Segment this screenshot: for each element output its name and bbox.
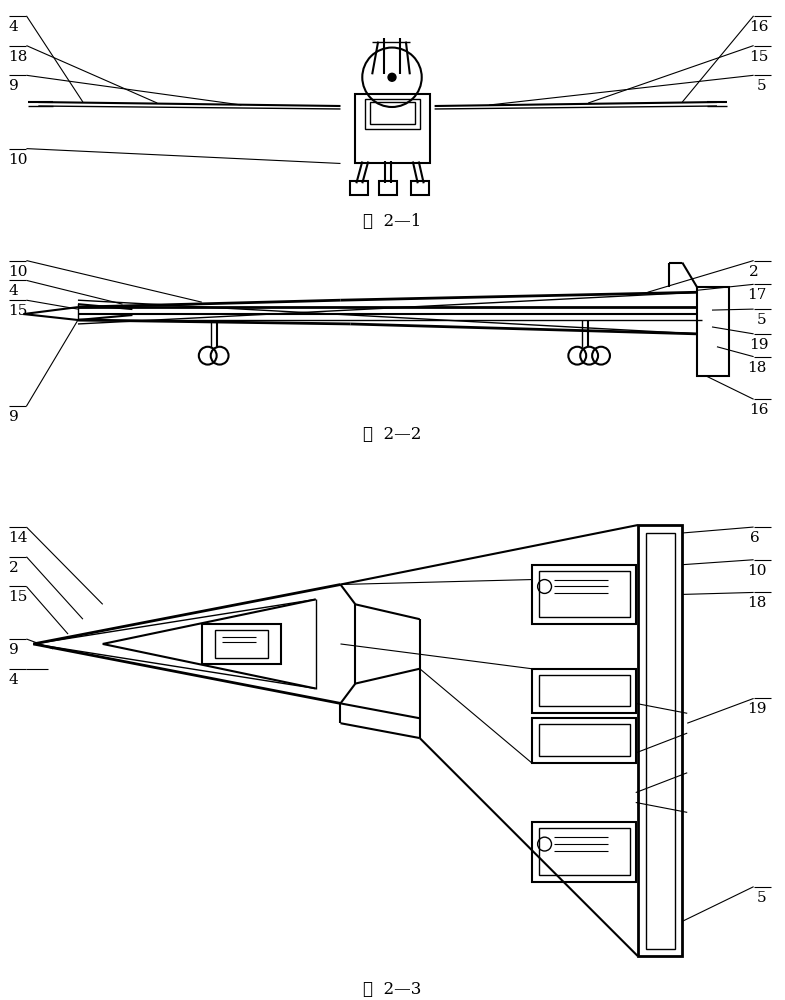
Text: 16: 16 <box>749 20 769 34</box>
Text: 9: 9 <box>9 79 18 93</box>
Text: 19: 19 <box>747 702 766 716</box>
Bar <box>531 822 636 882</box>
Text: 18: 18 <box>9 50 28 64</box>
Text: 15: 15 <box>9 304 28 318</box>
Bar <box>531 565 636 624</box>
Bar <box>539 675 630 706</box>
Text: 19: 19 <box>749 338 769 352</box>
Text: 16: 16 <box>749 403 769 417</box>
Text: 9: 9 <box>9 410 18 424</box>
Text: 18: 18 <box>747 596 766 610</box>
Text: 图  2—1: 图 2—1 <box>363 213 422 230</box>
Bar <box>214 630 268 658</box>
Text: 5: 5 <box>757 313 766 327</box>
Bar <box>356 94 429 163</box>
Bar <box>645 533 675 949</box>
Bar <box>539 571 630 617</box>
Text: 2: 2 <box>749 265 758 279</box>
Text: 5: 5 <box>757 79 766 93</box>
Text: 6: 6 <box>750 531 759 545</box>
Text: 4: 4 <box>9 673 18 687</box>
Text: 17: 17 <box>747 288 766 302</box>
Text: 图  2—3: 图 2—3 <box>363 981 422 998</box>
Bar <box>202 624 281 664</box>
Text: 5: 5 <box>757 891 766 905</box>
Bar <box>539 724 630 756</box>
Text: 9: 9 <box>9 643 18 657</box>
Bar <box>637 525 682 956</box>
Bar <box>365 99 420 129</box>
Text: 10: 10 <box>9 265 28 279</box>
Bar <box>531 718 636 763</box>
Text: 15: 15 <box>9 590 28 604</box>
Bar <box>697 287 728 376</box>
Text: 4: 4 <box>9 284 18 298</box>
Circle shape <box>388 73 396 81</box>
Bar <box>411 181 429 195</box>
Text: 15: 15 <box>749 50 768 64</box>
Bar <box>371 102 414 124</box>
Bar <box>350 181 368 195</box>
Text: 2: 2 <box>9 561 18 575</box>
Text: 18: 18 <box>747 361 766 375</box>
Bar <box>531 669 636 713</box>
Text: 10: 10 <box>9 153 28 167</box>
Text: 14: 14 <box>9 531 28 545</box>
Text: 10: 10 <box>747 564 766 578</box>
Bar <box>379 181 397 195</box>
Bar <box>539 828 630 875</box>
Text: 4: 4 <box>9 20 18 34</box>
Text: 图  2—2: 图 2—2 <box>363 426 422 443</box>
